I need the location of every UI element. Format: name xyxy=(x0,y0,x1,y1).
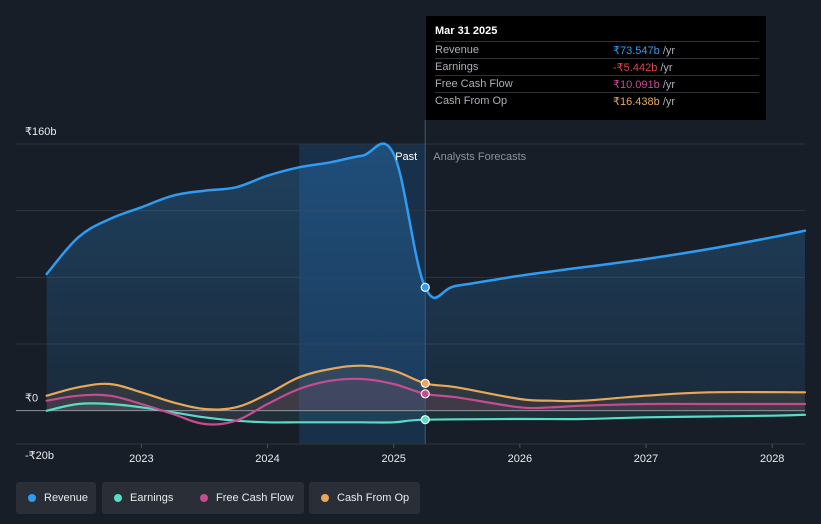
forecast-label: Analysts Forecasts xyxy=(433,151,526,163)
legend-dot-icon xyxy=(114,494,122,502)
tooltip-label: Cash From Op xyxy=(435,95,508,107)
legend-item-cash-from-op[interactable]: Cash From Op xyxy=(309,482,420,514)
earnings-marker xyxy=(420,415,430,425)
x-tick-label: 2025 xyxy=(381,453,405,465)
earnings-line xyxy=(45,402,807,424)
free-cash-flow-area xyxy=(46,378,805,425)
y-tick-label: ₹0 xyxy=(25,393,38,405)
x-tick-label: 2027 xyxy=(634,453,658,465)
legend-label: Free Cash Flow xyxy=(216,492,294,504)
free-cash-flow-line xyxy=(45,377,807,426)
legend-label: Revenue xyxy=(44,492,89,504)
x-tick-label: 2024 xyxy=(255,453,279,465)
revenue-marker xyxy=(420,282,430,292)
tooltip-label: Free Cash Flow xyxy=(435,78,513,90)
tooltip-value: ₹16.438b /yr xyxy=(613,96,676,108)
legend-item-earnings[interactable]: Earnings xyxy=(102,482,196,514)
revenue-line xyxy=(45,142,807,300)
legend-dot-icon xyxy=(200,494,208,502)
x-tick-label: 2026 xyxy=(508,453,532,465)
hover-tooltip: Mar 31 2025 Revenue ₹73.547b /yr Earning… xyxy=(426,16,766,120)
tooltip-row-free-cash-flow: Free Cash Flow ₹10.091b /yr xyxy=(435,75,759,93)
free-cash-flow-marker xyxy=(420,389,430,399)
tooltip-label: Earnings xyxy=(435,61,479,73)
tooltip-row-earnings: Earnings -₹5.442b /yr xyxy=(435,58,759,76)
past-label: Past xyxy=(395,151,417,163)
revenue-area xyxy=(46,143,805,411)
legend-label: Earnings xyxy=(130,492,174,504)
y-tick-label: -₹20b xyxy=(25,450,54,462)
tooltip-date: Mar 31 2025 xyxy=(435,25,498,37)
x-tick-label: 2028 xyxy=(760,453,784,465)
tooltip-row-revenue: Revenue ₹73.547b /yr xyxy=(435,41,759,59)
cash-from-op-line xyxy=(45,364,807,411)
cash-from-op-marker xyxy=(420,378,430,388)
tooltip-value: ₹73.547b /yr xyxy=(613,45,676,57)
legend-dot-icon xyxy=(28,494,36,502)
cash-from-op-area xyxy=(46,365,805,411)
tooltip-value: -₹5.442b /yr xyxy=(613,62,673,74)
tooltip-label: Revenue xyxy=(435,44,480,56)
legend-label: Cash From Op xyxy=(337,492,410,504)
legend-item-free-cash-flow[interactable]: Free Cash Flow xyxy=(188,482,304,514)
tooltip-value: ₹10.091b /yr xyxy=(613,79,676,91)
tooltip-row-cash-from-op: Cash From Op ₹16.438b /yr xyxy=(435,92,759,110)
x-tick-label: 2023 xyxy=(129,453,153,465)
legend-item-revenue[interactable]: Revenue xyxy=(16,482,96,514)
legend-dot-icon xyxy=(321,494,329,502)
y-tick-label: ₹160b xyxy=(25,126,56,138)
